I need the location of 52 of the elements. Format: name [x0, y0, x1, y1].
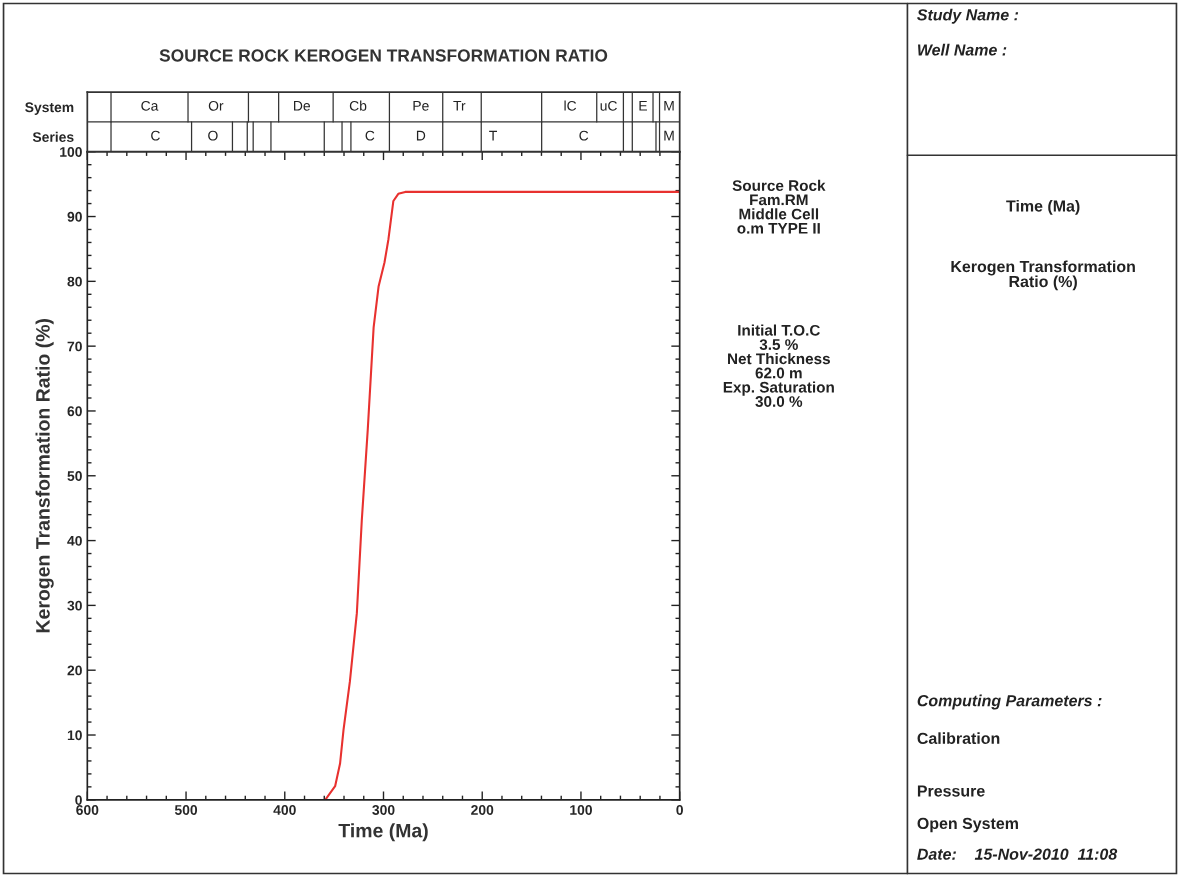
text: Or	[208, 100, 224, 111]
text: Date: 15-Nov-2010 11:08	[917, 848, 1118, 860]
y-tick-label: 20	[67, 665, 82, 676]
text: Calibration	[917, 732, 1000, 745]
text: De	[294, 101, 311, 111]
text: Tr	[453, 101, 466, 111]
text: Initial T.O.C 3.5 % Net Thickness 62.0 m Exp. Saturation 30.0 %	[723, 324, 834, 407]
x-tick-label: 400	[273, 805, 296, 815]
text: Study Name :	[917, 8, 1019, 24]
y-tick-label: 10	[67, 730, 82, 741]
x-tick-label: 500	[174, 805, 198, 815]
text: uC	[600, 100, 617, 111]
x-tick-label: 100	[570, 805, 592, 815]
text: D	[416, 130, 426, 141]
y-tick-label: 60	[67, 406, 82, 417]
text: C	[579, 130, 589, 141]
text: M	[664, 101, 674, 111]
x-tick-label: 600	[76, 805, 99, 815]
y-tick-label: 90	[67, 211, 82, 222]
text: lC	[564, 100, 577, 111]
source-note: Source Rock Fam.RM Middle Cell o.m TYPE II	[732, 179, 826, 234]
y-tick-label: 100	[60, 147, 82, 157]
y-tick-label: 70	[67, 341, 82, 352]
y-axis-title: Kerogen Transformation Ratio (%)	[35, 319, 54, 633]
y-tick-label: 50	[67, 471, 82, 481]
x-tick-label: 200	[471, 805, 494, 815]
x-axis-title: Time (Ma)	[338, 823, 428, 842]
chart-title: SOURCE ROCK KEROGEN TRANSFORMATION RATIO	[159, 49, 608, 62]
text: M	[664, 130, 674, 141]
text: Ca	[141, 100, 159, 111]
text: Well Name :	[918, 43, 1007, 56]
text: T	[489, 130, 498, 141]
category-label: System	[25, 102, 74, 115]
text: Pe	[413, 101, 429, 111]
y-tick-label: 80	[67, 276, 82, 287]
text: C	[151, 130, 160, 141]
line-series	[324, 190, 680, 800]
text: Open System	[917, 817, 1018, 833]
y-tick-label: 40	[67, 535, 82, 546]
text: O	[208, 130, 218, 141]
x-tick-label: 300	[372, 805, 395, 815]
category-label: Series	[32, 131, 74, 142]
text: Kerogen Transformation Ratio (%)	[951, 260, 1135, 291]
text: C	[365, 130, 375, 141]
x-tick-label: 0	[676, 805, 683, 815]
y-tick-label: 0	[75, 795, 82, 805]
text: Pressure	[917, 785, 985, 797]
text: Cb	[349, 100, 367, 111]
text: Time (Ma)	[1006, 199, 1080, 215]
y-tick-label: 30	[67, 600, 82, 611]
text: Computing Parameters :	[917, 694, 1102, 710]
text: E	[639, 101, 647, 111]
